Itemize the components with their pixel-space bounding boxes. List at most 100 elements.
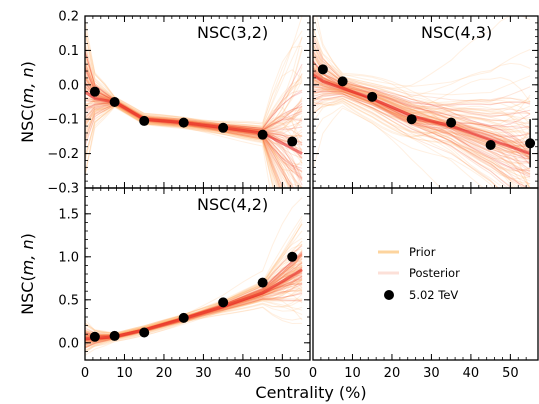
posterior-curve [313, 97, 499, 188]
prior-curve [85, 103, 289, 188]
prior-curve [85, 290, 303, 346]
panel-title-nsc43: NSC(4,3) [421, 23, 492, 42]
data-point [367, 91, 378, 102]
posterior-curve [313, 82, 531, 170]
posterior-curve [313, 85, 531, 175]
posterior-curve [85, 103, 284, 188]
posterior-curve [85, 52, 303, 130]
panel-title-nsc42: NSC(4,2) [197, 195, 268, 214]
posterior-curve [85, 103, 284, 188]
prior-curve [313, 61, 531, 134]
prior-curve [85, 219, 303, 335]
legend-posterior-label: Posterior [409, 266, 460, 280]
prior-curve [313, 100, 516, 188]
prior-curve [313, 67, 531, 154]
prior-curve [313, 77, 531, 154]
prior-curve [313, 38, 531, 115]
data-point [218, 122, 229, 133]
prior-curve [313, 92, 515, 188]
prior-curve [313, 89, 531, 182]
posterior-curve [313, 93, 527, 188]
x-tick-label: 50 [502, 366, 519, 381]
x-tick-label: 50 [274, 366, 291, 381]
prior-curve [85, 31, 303, 132]
prior-curve [313, 81, 531, 161]
prior-curve [313, 60, 531, 125]
y-axis-title-bottom: NSC(m, n) [18, 233, 37, 315]
y-tick-label: −0.3 [47, 182, 79, 197]
posterior-median [85, 268, 303, 340]
prior-curve [313, 91, 500, 188]
prior-curve [85, 54, 303, 129]
prior-curve [85, 40, 303, 132]
posterior-curve [313, 54, 531, 129]
prior-curve [85, 106, 276, 188]
prior-curve [313, 107, 442, 188]
prior-curve [85, 300, 303, 352]
posterior-curve [85, 51, 303, 130]
posterior-curve [313, 59, 531, 128]
posterior-curve [313, 95, 509, 188]
prior-curve [313, 83, 531, 180]
posterior-curve [313, 48, 531, 115]
band-nsc42 [85, 197, 303, 356]
x-tick-label: 30 [423, 366, 440, 381]
prior-curve [313, 34, 531, 127]
band-nsc32 [85, 16, 303, 188]
posterior-curve [313, 50, 531, 117]
prior-curve [313, 98, 485, 188]
posterior-curve [313, 39, 531, 106]
posterior-curve [313, 91, 524, 188]
posterior-curve [313, 86, 531, 177]
prior-curve [313, 102, 531, 188]
data-point [178, 312, 189, 323]
prior-curve [85, 105, 277, 188]
data-point [287, 251, 298, 262]
data-point [485, 140, 496, 150]
prior-curve [313, 53, 531, 129]
prior-curve [313, 52, 531, 160]
y-tick-label: 0.2 [58, 10, 79, 25]
panel-title-nsc32: NSC(3,2) [197, 23, 268, 42]
prior-curve [313, 27, 531, 97]
prior-curve [313, 80, 531, 157]
data-point [317, 64, 328, 75]
posterior-curve [313, 63, 531, 131]
prior-curve [85, 300, 303, 353]
prior-curve [85, 16, 303, 127]
x-tick-label: 10 [344, 366, 361, 381]
prior-curve [313, 49, 531, 112]
prior-curve [85, 306, 303, 354]
prior-curve [85, 105, 275, 188]
prior-curve [313, 78, 531, 160]
prior-curve [85, 297, 303, 348]
data-point [525, 138, 536, 149]
legend: Prior Posterior 5.02 TeV [378, 245, 460, 302]
prior-curve [313, 96, 499, 188]
x-tick-label: 0 [81, 366, 89, 381]
data-point [287, 136, 298, 147]
data-point [257, 277, 268, 288]
prior-curve [85, 105, 278, 188]
prior-curve [313, 42, 531, 112]
prior-curve [313, 44, 531, 104]
posterior-curve [313, 54, 531, 125]
posterior-curve [313, 67, 531, 137]
prior-curve [313, 99, 526, 188]
y-axis-title-top: NSC(m, n) [18, 61, 37, 143]
x-tick-label: 20 [384, 366, 401, 381]
prior-curve [313, 62, 531, 135]
data-point [89, 86, 100, 97]
prior-curve [85, 215, 303, 335]
legend-data-label: 5.02 TeV [409, 288, 458, 302]
data-point [218, 297, 229, 308]
prior-curve [313, 79, 531, 172]
posterior-curve [85, 298, 303, 349]
y-tick-label: 1.0 [58, 250, 79, 265]
prior-curve [85, 253, 303, 336]
posterior-curve [313, 43, 531, 114]
prior-curve [85, 103, 293, 188]
posterior-curve [85, 103, 291, 188]
x-tick-label: 40 [235, 366, 252, 381]
x-axis-title: Centrality (%) [255, 383, 366, 402]
